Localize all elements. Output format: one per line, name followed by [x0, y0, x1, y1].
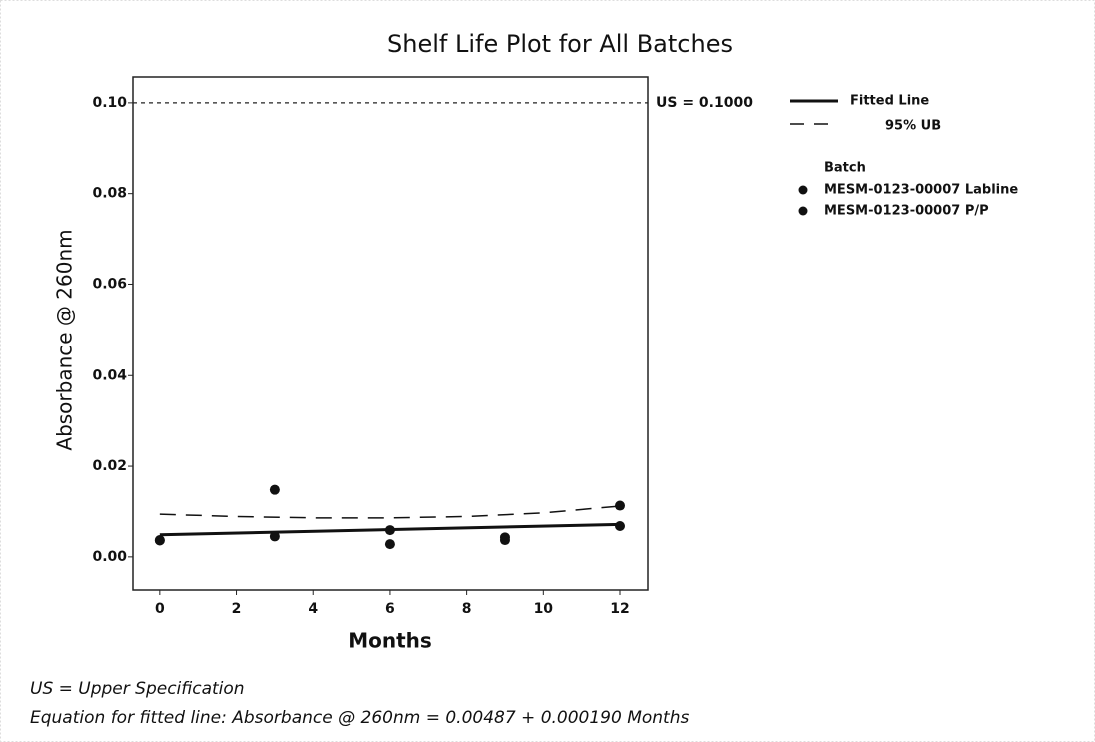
x-tick-label: 10 [534, 601, 554, 617]
footnote: Equation for fitted line: Absorbance @ 2… [30, 708, 689, 728]
x-tick-label: 0 [155, 601, 165, 617]
x-tick-label: 8 [462, 601, 472, 617]
data-point [384, 539, 395, 550]
y-tick-label: 0.10 [92, 95, 127, 111]
plot-area [132, 76, 649, 591]
y-tick-label: 0.02 [92, 458, 127, 474]
x-tick-label: 6 [385, 601, 395, 617]
x-tick-label: 12 [610, 601, 629, 617]
x-axis-label: Months [348, 629, 432, 653]
footnote: US = Upper Specification [30, 679, 245, 699]
data-point [269, 484, 280, 495]
data-point [615, 500, 626, 511]
chart-title: Shelf Life Plot for All Batches [387, 30, 733, 58]
y-tick-label: 0.00 [92, 549, 127, 565]
spec-label: US = 0.1000 [656, 95, 753, 111]
y-tick-label: 0.08 [92, 186, 127, 202]
legend-label: 95% UB [885, 119, 941, 134]
legend-label: MESM-0123-00007 Labline [824, 183, 1018, 198]
data-point [154, 535, 165, 546]
legend-title: Batch [824, 161, 866, 176]
x-tick-label: 2 [232, 601, 242, 617]
legend-label: Fitted Line [850, 94, 929, 109]
y-tick-label: 0.06 [92, 276, 127, 292]
legend-marker [798, 185, 808, 195]
y-tick-label: 0.04 [92, 367, 127, 383]
y-axis-label: Absorbance @ 260nm [53, 229, 77, 450]
data-point [499, 535, 510, 546]
x-tick-label: 4 [308, 601, 318, 617]
data-point [615, 520, 626, 531]
data-point [269, 531, 280, 542]
legend-marker [798, 206, 808, 216]
data-point [384, 525, 395, 536]
legend-label: MESM-0123-00007 P/P [824, 204, 989, 219]
